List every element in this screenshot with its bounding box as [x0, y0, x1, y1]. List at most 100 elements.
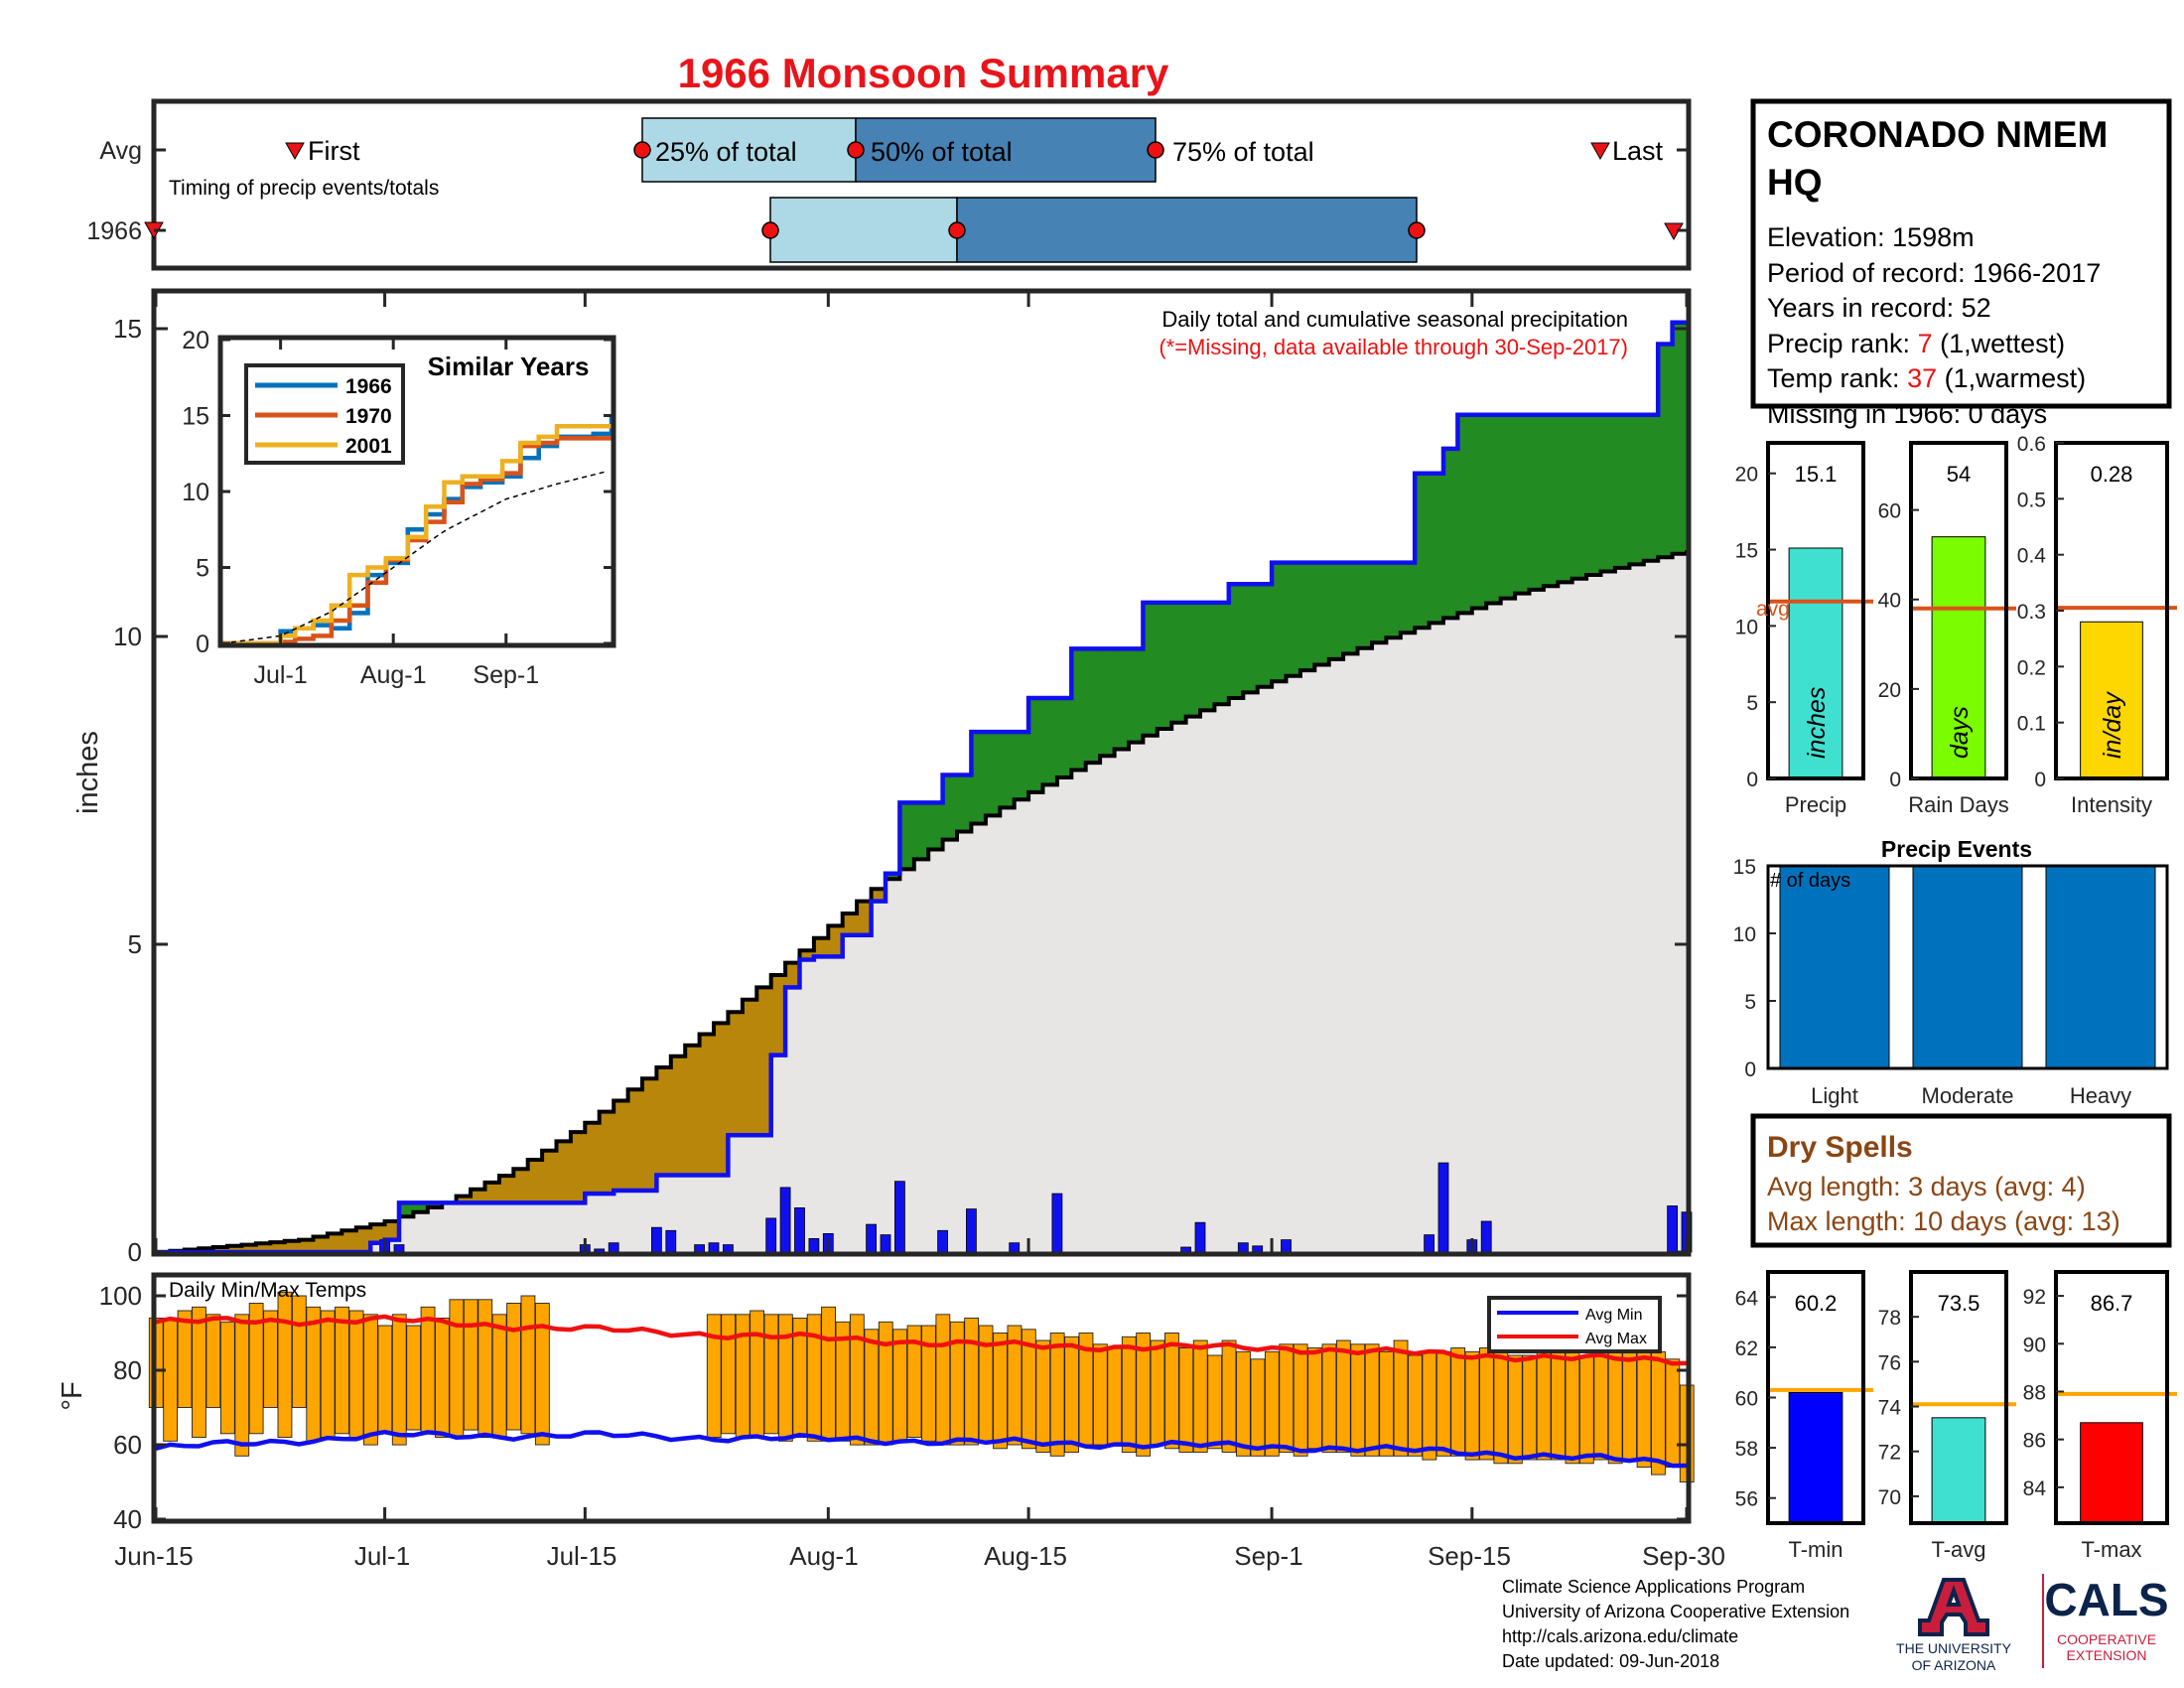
- daily-temp-bar: [1121, 1336, 1137, 1454]
- dry-difference-fill: [799, 950, 815, 960]
- daily-temp-bar: [849, 1314, 865, 1446]
- daily-temp-bar: [219, 1321, 235, 1435]
- daily-temp-bar: [306, 1306, 322, 1442]
- wet-difference-fill: [1600, 414, 1616, 572]
- rain-days-chart-bar: [1931, 536, 1986, 779]
- wet-difference-fill: [1028, 698, 1044, 792]
- inset-ytick-label: 20: [182, 327, 209, 354]
- dry-difference-fill: [542, 1150, 558, 1203]
- avg-cumulative-line: [156, 550, 1689, 1254]
- station-precip-rank: Precip rank: 7 (1,wettest): [1767, 329, 2065, 358]
- tavg-chart-ytick-label: 70: [1878, 1486, 1901, 1509]
- inset-xtick-label: Jul-1: [254, 661, 308, 689]
- daily-precip-bar: [794, 1207, 805, 1253]
- daily-precip-bar: [1424, 1234, 1434, 1253]
- tavg-chart-ytick-label: 78: [1878, 1307, 1901, 1330]
- tmax-chart-frame: [2054, 1270, 2169, 1525]
- tmax-chart-ytick-label: 84: [2023, 1477, 2047, 1500]
- temps-ytick-label: 40: [113, 1504, 142, 1534]
- wet-difference-fill: [1486, 414, 1502, 604]
- daily-temp-bar: [949, 1321, 965, 1446]
- observed-cumulative-line: [156, 320, 1687, 1255]
- timing-p50-label: 50% of total: [871, 137, 1013, 167]
- rain-days-chart-ytick-label: 40: [1878, 590, 1901, 613]
- wet-difference-fill: [1200, 602, 1215, 711]
- avg-last-marker: [1590, 142, 1610, 161]
- wet-difference-fill: [1457, 414, 1473, 614]
- wet-difference-fill: [1085, 648, 1101, 764]
- main-chart: 0 5 10 15 inches Daily total and cumulative…: [72, 288, 1693, 1267]
- wet-difference-fill: [1571, 414, 1587, 579]
- precip-chart-avg-label: avg: [1756, 598, 1790, 621]
- daily-temp-bar: [1221, 1339, 1237, 1453]
- temps-legend-min: Avg Min: [1585, 1307, 1643, 1324]
- station-missing: Missing in 1966: 0 days: [1767, 399, 2047, 429]
- dry-spells-title: Dry Spells: [1767, 1131, 1913, 1164]
- wet-difference-fill: [1586, 414, 1602, 575]
- daily-temp-bar: [1164, 1333, 1179, 1450]
- daily-temp-bar: [792, 1318, 808, 1438]
- daily-temp-bar: [1236, 1350, 1251, 1457]
- daily-temp-bar: [291, 1295, 307, 1408]
- timing-panel: Avg 1966 Timing of precip events/totals …: [86, 98, 1692, 271]
- dry-difference-fill: [842, 914, 858, 935]
- daily-temp-bar: [1192, 1339, 1208, 1453]
- events-xlabel: Moderate: [1922, 1083, 2014, 1108]
- main-note-2: (*=Missing, data available through 30-Se…: [1159, 335, 1628, 359]
- tmax-chart-ytick-label: 88: [2023, 1381, 2046, 1404]
- daily-precip-bar: [1237, 1242, 1249, 1253]
- daily-precip-bar: [1009, 1242, 1021, 1253]
- events-title: Precip Events: [1881, 836, 2032, 862]
- daily-temp-bar: [878, 1321, 893, 1446]
- temps-frame: [151, 1272, 1692, 1524]
- precip-chart-value: 15.1: [1795, 462, 1838, 487]
- dry-spells-box: Dry Spells Avg length: 3 days (avg: 4) M…: [1750, 1113, 2172, 1248]
- daily-precip-bar: [880, 1234, 891, 1253]
- wet-difference-fill: [1185, 602, 1201, 717]
- daily-temp-bar: [1049, 1333, 1065, 1457]
- avg-min-line: [155, 1429, 1688, 1469]
- precip-chart-frame: [1766, 441, 1865, 780]
- intensity-chart-ytick-label: 0.5: [2017, 489, 2046, 511]
- wet-difference-fill: [1643, 414, 1659, 561]
- tmin-chart-ytick-label: 60: [1735, 1388, 1758, 1411]
- wet-difference-fill: [1658, 344, 1674, 558]
- avg-cumulative-area: [156, 550, 1687, 1252]
- dry-spells-avg: Avg length: 3 days (avg: 4): [1767, 1172, 2086, 1201]
- wet-difference-fill: [1357, 562, 1373, 648]
- date-label: Aug-15: [984, 1541, 1067, 1571]
- avg-first-marker: [285, 142, 305, 161]
- daily-precip-bar: [894, 1181, 905, 1253]
- temp-rank-value: 37: [1907, 363, 1937, 393]
- daily-temp-bar: [763, 1314, 779, 1435]
- timing-percentile-marker: [847, 141, 865, 159]
- dry-difference-fill: [785, 962, 801, 988]
- wet-difference-fill: [1000, 732, 1016, 808]
- date-label: Jun-15: [114, 1541, 194, 1571]
- wet-difference-fill: [1672, 322, 1688, 554]
- wet-difference-fill: [413, 1202, 429, 1212]
- daily-temp-bar: [964, 1318, 980, 1446]
- dry-difference-fill: [284, 1240, 300, 1252]
- daily-temp-bar: [921, 1325, 936, 1442]
- wet-difference-fill: [1286, 562, 1301, 676]
- tmin-chart-ytick-label: 64: [1735, 1287, 1759, 1310]
- daily-precip-bar: [608, 1242, 619, 1253]
- wet-difference-fill: [1056, 698, 1072, 777]
- rain-days-chart-unit: days: [1946, 706, 1974, 759]
- cals-sub-1: COOPERATIVE: [2057, 1631, 2156, 1647]
- daily-temp-bar: [993, 1333, 1008, 1450]
- precip-chart-bar: [1788, 547, 1843, 779]
- daily-temp-bar: [821, 1306, 836, 1442]
- daily-temp-bar: [1607, 1343, 1623, 1465]
- wet-difference-fill: [1529, 414, 1545, 590]
- dry-difference-fill: [614, 1100, 629, 1191]
- events-ytick-label: 10: [1733, 923, 1756, 946]
- summary-charts: 0 5 10 15 20 15.1 inches Precip avg 0 20 40 60 54 days…: [1733, 433, 2177, 1562]
- precip-chart-ytick-label: 15: [1735, 540, 1758, 563]
- precip-events-chart: Light Moderate Heavy 0 5 10 15: [1733, 856, 2169, 1108]
- date-label: Sep-15: [1428, 1541, 1511, 1571]
- tavg-chart-bar: [1931, 1417, 1986, 1524]
- daily-precip-bar: [866, 1223, 877, 1253]
- daily-temp-bar: [435, 1318, 450, 1438]
